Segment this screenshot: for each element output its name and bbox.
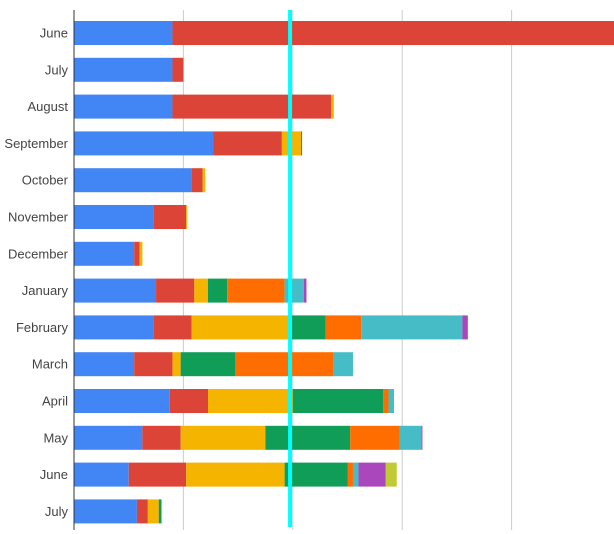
bar-segment [74, 462, 129, 487]
bar-segment [74, 131, 214, 156]
bar-segment [284, 462, 348, 487]
bar-segment [208, 278, 228, 303]
bar-segment [74, 278, 157, 303]
bar-segment [227, 278, 285, 303]
bars [74, 21, 614, 524]
bar-segment [74, 352, 135, 377]
bar-segment [265, 425, 351, 450]
bar-segment [74, 21, 173, 45]
bar-segment [399, 425, 422, 450]
category-label: April [42, 394, 68, 409]
bar-segment [172, 352, 181, 377]
bar-segment [186, 462, 285, 487]
bar-segment [462, 315, 468, 340]
category-label: January [22, 283, 69, 298]
bar-segment [235, 352, 334, 377]
category-label: July [45, 62, 69, 77]
bar-segment [186, 205, 188, 229]
bar-segment [153, 205, 187, 229]
bar-segment [74, 499, 137, 524]
bar-segment [191, 168, 203, 193]
bar-segment [153, 315, 192, 340]
bar-segment [191, 315, 291, 340]
bar-segment [172, 57, 184, 82]
bar-segment [139, 241, 143, 266]
bar-segment [208, 389, 293, 413]
category-label: May [43, 430, 68, 445]
bar-segment [136, 499, 148, 524]
category-labels: June July August September October November De… [4, 26, 68, 519]
bar-segment [303, 278, 307, 303]
bar-segment [74, 389, 170, 413]
bar-segment [325, 315, 362, 340]
bar-segment [74, 168, 192, 193]
bar-segment [158, 499, 162, 524]
bar-segment [172, 21, 614, 45]
bar-segment [147, 499, 159, 524]
bar-segment [301, 131, 303, 156]
category-label: September [4, 136, 68, 151]
bar-segment [421, 425, 423, 450]
category-label: December [8, 246, 69, 261]
bar-segment [333, 352, 353, 377]
bar-segment [388, 389, 394, 413]
bar-segment [134, 241, 140, 266]
gridlines [182, 10, 513, 530]
bar-segment [292, 389, 384, 413]
bar-segment [74, 94, 173, 119]
bar-segment [213, 131, 282, 156]
bar-segment [74, 315, 154, 340]
bar-segment [74, 425, 143, 450]
category-label: June [40, 26, 68, 41]
bar-segment [331, 94, 334, 119]
category-label: July [45, 504, 69, 519]
bar-segment [156, 278, 195, 303]
bar-segment [358, 462, 386, 487]
category-label: March [32, 357, 68, 372]
category-label: February [16, 320, 69, 335]
bar-segment [169, 389, 209, 413]
bar-segment [347, 462, 353, 487]
bar-segment [202, 168, 206, 193]
bar-segment [194, 278, 209, 303]
category-label: November [8, 210, 69, 225]
bar-segment [180, 425, 266, 450]
bar-segment [74, 205, 154, 229]
bar-segment [180, 352, 236, 377]
bar-segment [350, 425, 400, 450]
bar-segment [74, 57, 173, 82]
bar-segment [134, 352, 173, 377]
category-label: August [28, 99, 69, 114]
bar-segment [352, 462, 359, 487]
bar-segment [172, 94, 332, 119]
bar-segment [383, 389, 389, 413]
bar-segment [385, 462, 397, 487]
bar-segment [142, 425, 181, 450]
bar-segment [361, 315, 463, 340]
bar-segment [128, 462, 187, 487]
bar-segment [290, 315, 326, 340]
bar-segment [74, 241, 135, 266]
category-label: June [40, 467, 68, 482]
category-label: October [22, 173, 69, 188]
bar-segment [284, 278, 304, 303]
